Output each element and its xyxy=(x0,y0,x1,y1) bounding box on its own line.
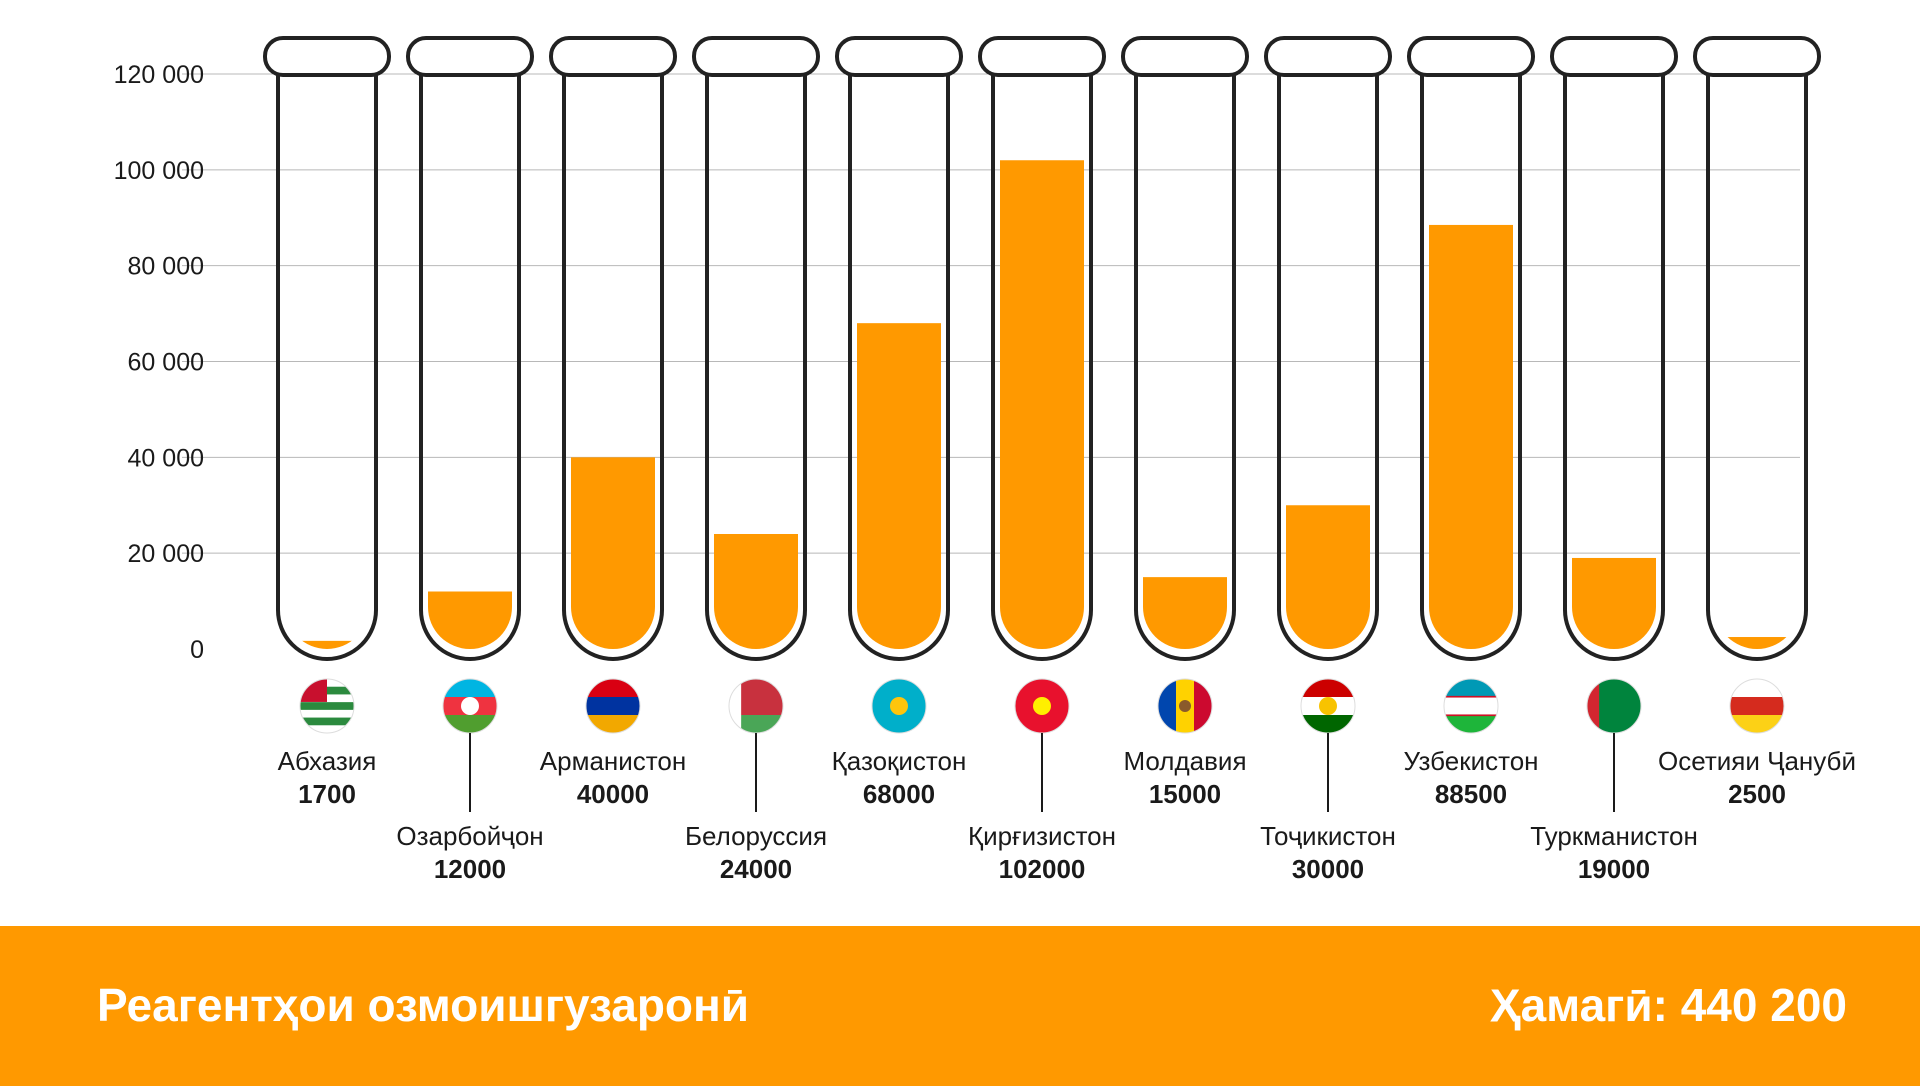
category-label: Тоҷикистон xyxy=(1260,821,1396,851)
bar xyxy=(1000,160,1084,649)
test-tubes xyxy=(263,36,1821,661)
category-label: Қирғизистон xyxy=(968,821,1116,851)
category-label: Туркманистон xyxy=(1530,821,1698,851)
value-label: 15000 xyxy=(1149,779,1221,809)
value-label: 24000 xyxy=(720,854,792,884)
y-tick-label: 60 000 xyxy=(128,349,204,377)
category-label: Арманистон xyxy=(540,746,686,776)
category-label: Осетияи Ҷанубӣ xyxy=(1658,746,1856,776)
value-label: 19000 xyxy=(1578,854,1650,884)
y-tick-label: 0 xyxy=(190,636,204,664)
y-tick-label: 120 000 xyxy=(114,61,204,89)
test-tube-rim xyxy=(1121,36,1249,77)
flag-icon xyxy=(1301,679,1355,733)
value-label: 68000 xyxy=(863,779,935,809)
bar xyxy=(714,534,798,649)
flag-icon xyxy=(1015,679,1069,733)
category-label: Абхазия xyxy=(278,746,377,776)
value-label: 12000 xyxy=(434,854,506,884)
test-tube xyxy=(1134,75,1236,661)
bars xyxy=(285,160,1799,649)
bar xyxy=(857,323,941,649)
value-label: 88500 xyxy=(1435,779,1507,809)
test-tube xyxy=(276,75,378,661)
flag-icon xyxy=(729,679,783,733)
test-tube xyxy=(991,75,1093,661)
y-tick-label: 100 000 xyxy=(114,157,204,185)
bar xyxy=(1715,637,1799,649)
y-tick-label: 40 000 xyxy=(128,444,204,472)
value-label: 30000 xyxy=(1292,854,1364,884)
footer-bar xyxy=(0,926,1920,1086)
bar xyxy=(1429,224,1513,649)
category-label: Молдавия xyxy=(1123,746,1246,776)
bar xyxy=(428,591,512,649)
category-label: Озарбойҷон xyxy=(396,821,543,851)
y-axis-ticks: 0 20 000 40 000 60 000 80 000 100 000 120 000 xyxy=(114,61,204,664)
y-tick-label: 80 000 xyxy=(128,253,204,281)
footer-total: Ҳамагӣ: 440 200 xyxy=(1489,979,1847,1031)
test-tube-rim xyxy=(263,36,391,77)
flag-icon xyxy=(586,679,640,733)
test-tube xyxy=(1706,75,1808,661)
category-label: Узбекистон xyxy=(1403,746,1538,776)
flag-icon xyxy=(1730,679,1784,733)
value-label: 102000 xyxy=(999,854,1086,884)
value-label: 40000 xyxy=(577,779,649,809)
test-tube-rim xyxy=(1550,36,1678,77)
footer-title: Реагентҳои озмоишгузаронӣ xyxy=(97,979,750,1031)
category-label: Қазоқистон xyxy=(832,746,967,776)
bar xyxy=(1143,577,1227,649)
flag-icon xyxy=(1444,679,1498,733)
test-tube-rim xyxy=(1264,36,1392,77)
test-tube xyxy=(562,75,664,661)
bar xyxy=(571,457,655,649)
flag-icon xyxy=(1158,679,1212,733)
test-tube xyxy=(419,75,521,661)
test-tube xyxy=(848,75,950,661)
test-tube xyxy=(1277,75,1379,661)
bar xyxy=(285,640,369,649)
y-tick-label: 20 000 xyxy=(128,540,204,568)
test-tube-rim xyxy=(549,36,677,77)
flag-icon xyxy=(872,679,926,733)
bar xyxy=(1286,505,1370,649)
test-tube-rim xyxy=(1407,36,1535,77)
test-tube-rim xyxy=(692,36,820,77)
flags xyxy=(299,678,1785,734)
test-tube-rim xyxy=(978,36,1106,77)
test-tube-rim xyxy=(1693,36,1821,77)
value-label: 2500 xyxy=(1728,779,1786,809)
test-tube xyxy=(705,75,807,661)
flag-icon xyxy=(443,679,497,733)
test-tube-rim xyxy=(406,36,534,77)
test-tube-rim xyxy=(835,36,963,77)
test-tube xyxy=(1420,75,1522,661)
bar xyxy=(1572,557,1656,649)
flag-icon xyxy=(1587,679,1641,733)
category-label: Белоруссия xyxy=(685,821,827,851)
value-label: 1700 xyxy=(298,779,356,809)
test-tube xyxy=(1563,75,1665,661)
